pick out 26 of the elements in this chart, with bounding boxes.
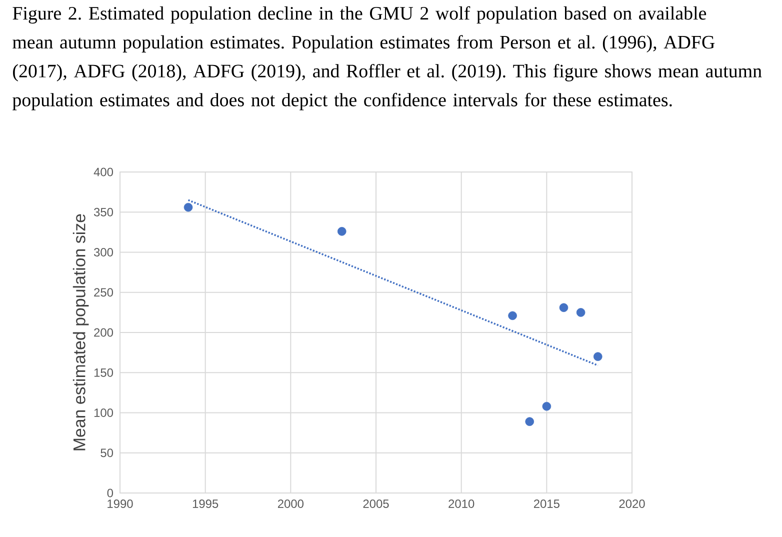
point: [508, 311, 517, 320]
y-tick-label: 350: [94, 208, 114, 216]
point: [337, 226, 346, 236]
x-tick-label: 2020: [619, 500, 645, 508]
point: [593, 352, 602, 361]
y-axis-title: Mean estimated population size: [72, 214, 89, 450]
point: [559, 303, 568, 312]
chart-title: Figure 2. Estimated population decline in the GMU 2 wolf population based on available mean autumn population estimates. Population estimates from Person et al. (1996), ADFG (2017), ADFG (2018), ADFG (2019), and Roffler et al. (2019). This figure shows mean autumn population estimates and does not depict the confidence intervals for these estimates.: [12, 6, 762, 110]
y-tick-label: 50: [100, 448, 114, 458]
x-tick-label: 2005: [363, 500, 389, 508]
y-tick-label: 250: [94, 288, 114, 297]
point: [542, 402, 552, 411]
x-tick-label: 1990: [108, 500, 133, 508]
y-tick-label: 0: [107, 488, 114, 498]
y-tick-label: 300: [94, 248, 114, 256]
point: [525, 417, 534, 426]
x-tick-label: 2000: [278, 500, 304, 508]
y-tick-label: 100: [94, 408, 114, 417]
y-tick-label: 150: [94, 368, 114, 377]
x-tick-label: 1995: [192, 500, 218, 508]
point: [184, 202, 193, 212]
y-tick-label: 200: [94, 328, 114, 337]
x-tick-label: 2010: [448, 500, 474, 508]
point: [576, 308, 586, 317]
x-tick-label: 2015: [534, 500, 560, 508]
y-tick-label: 400: [94, 168, 114, 176]
